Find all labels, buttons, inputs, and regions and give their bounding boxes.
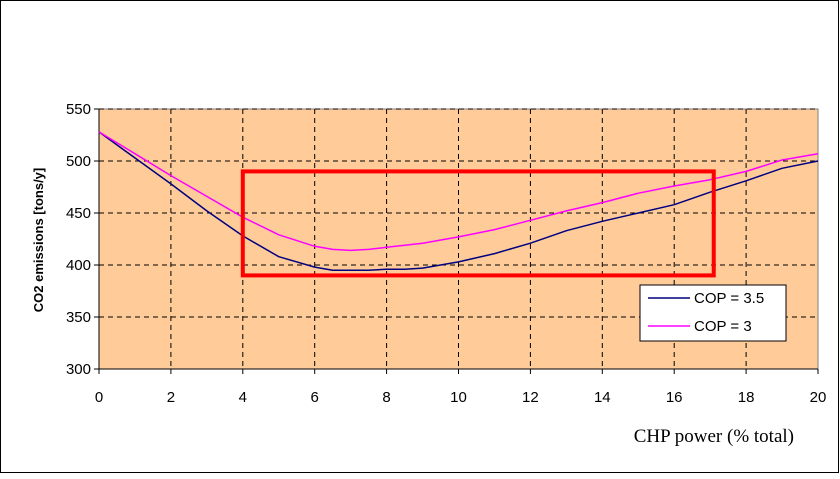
series-lines xyxy=(98,131,819,271)
axes xyxy=(94,108,819,374)
x-tick-label: 20 xyxy=(810,389,827,406)
legend-label-cop-3: COP = 3 xyxy=(694,318,752,335)
x-tick-label: 16 xyxy=(666,389,683,406)
y-tick-label: 450 xyxy=(66,205,91,222)
x-tick-label: 0 xyxy=(95,389,103,406)
legend: COP = 3.5 COP = 3 xyxy=(639,284,787,342)
x-tick-labels: 0 2 4 6 8 10 12 14 16 18 20 xyxy=(95,389,827,406)
x-tick-label: 8 xyxy=(382,389,390,406)
x-tick-label: 2 xyxy=(167,389,175,406)
series-line-cop-3-5 xyxy=(98,131,819,271)
y-tick-labels: 300 350 400 450 500 550 xyxy=(66,101,91,378)
y-tick-label: 500 xyxy=(66,153,91,170)
x-tick-label: 6 xyxy=(311,389,319,406)
legend-label-cop-3-5: COP = 3.5 xyxy=(694,290,764,307)
y-tick-label: 550 xyxy=(66,101,91,118)
x-tick-label: 14 xyxy=(594,389,611,406)
x-tick-label: 12 xyxy=(522,389,539,406)
y-tick-label: 300 xyxy=(66,361,91,378)
legend-box xyxy=(639,284,787,342)
y-axis-label: CO2 emissions [tons/y] xyxy=(31,168,46,312)
x-axis-label: CHP power (% total) xyxy=(634,426,794,447)
x-tick-label: 10 xyxy=(450,389,467,406)
highlight-box xyxy=(240,169,716,278)
series-line-cop-3 xyxy=(98,131,819,252)
x-tick-label: 18 xyxy=(738,389,755,406)
y-tick-label: 350 xyxy=(66,309,91,326)
x-tick-label: 4 xyxy=(239,389,247,406)
y-tick-label: 400 xyxy=(66,257,91,274)
